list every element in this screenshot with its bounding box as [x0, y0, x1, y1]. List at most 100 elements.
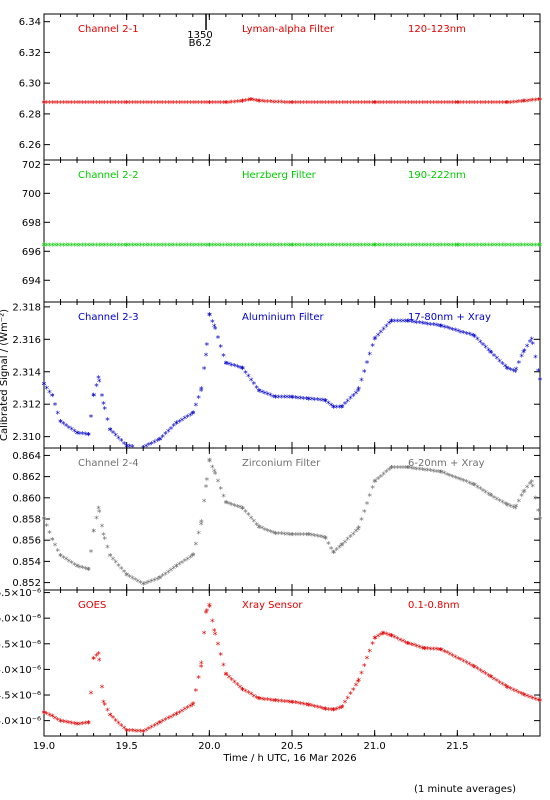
trace-point: * [119, 242, 124, 252]
trace-point: * [205, 477, 210, 487]
trace-point: * [274, 698, 279, 708]
trace-point: * [116, 100, 121, 110]
trace-point: * [414, 319, 419, 329]
trace-point: * [232, 363, 237, 373]
trace-point: * [224, 242, 229, 252]
data-point: * [290, 394, 295, 404]
trace-point: * [448, 326, 453, 336]
trace-point: * [149, 242, 154, 252]
data-point: * [290, 242, 295, 252]
data-point: * [273, 698, 278, 708]
y-tick-label: 702 [22, 160, 41, 171]
trace-point: * [249, 377, 254, 387]
trace-point: * [357, 242, 362, 252]
trace-point: * [442, 324, 447, 334]
data-point: * [521, 489, 526, 499]
trace-point: * [279, 531, 284, 541]
trace-point: * [210, 242, 215, 252]
y-tick-label: 694 [22, 276, 41, 287]
trace-point: * [511, 242, 516, 252]
trace-point: * [362, 663, 367, 673]
data-point: * [91, 656, 96, 666]
trace-point: * [340, 703, 345, 713]
trace-point: * [395, 242, 400, 252]
trace-point: * [500, 499, 505, 509]
trace-point: * [130, 575, 135, 585]
data-point: * [224, 100, 229, 110]
trace-point: * [472, 482, 477, 492]
trace-point: * [401, 465, 406, 475]
trace-point: * [91, 100, 96, 110]
trace-point: * [301, 701, 306, 711]
trace-point: * [249, 691, 254, 701]
trace-point: * [67, 242, 72, 252]
trace-point: * [368, 492, 373, 502]
trace-point: * [232, 502, 237, 512]
trace-point: * [163, 571, 168, 581]
data-point: * [439, 646, 444, 656]
trace-point: * [89, 690, 94, 700]
trace-point: * [519, 492, 524, 502]
data-point: * [405, 465, 410, 475]
trace-point: * [304, 100, 309, 110]
trace-point: * [235, 503, 240, 513]
trace-point: * [323, 536, 328, 546]
panel-filter: Lyman-alpha Filter [242, 24, 335, 35]
trace-point: * [205, 100, 210, 110]
trace-point: * [80, 720, 85, 730]
trace-point: * [238, 242, 243, 252]
trace-point: * [517, 498, 522, 508]
trace-point: * [453, 474, 458, 484]
trace-point: * [152, 100, 157, 110]
trace-point: * [224, 500, 229, 510]
data-point: * [124, 727, 129, 737]
trace-point: * [321, 242, 326, 252]
trace-point: * [205, 242, 210, 252]
trace-point: * [517, 99, 522, 109]
trace-point: * [359, 242, 364, 252]
trace-point: * [78, 100, 83, 110]
trace-point: * [467, 661, 472, 671]
trace-point: * [401, 242, 406, 252]
trace-point: * [376, 100, 381, 110]
trace-point: * [97, 657, 102, 667]
trace-point: * [213, 470, 218, 480]
data-point: * [529, 336, 534, 346]
trace-point: * [412, 319, 417, 329]
trace-point: * [202, 630, 207, 640]
trace-point: * [439, 647, 444, 657]
trace-point: * [69, 426, 74, 436]
trace-point: * [138, 580, 143, 590]
trace-point: * [191, 551, 196, 561]
data-point: * [207, 602, 212, 612]
data-point: * [212, 323, 217, 333]
trace-point: * [227, 361, 232, 371]
trace-point: * [437, 469, 442, 479]
trace-point: * [138, 242, 143, 252]
y-tick-label: 2.316 [12, 335, 41, 346]
trace-point: * [183, 558, 188, 568]
data-point: * [521, 692, 526, 702]
trace-point: * [91, 392, 96, 402]
trace-point: * [406, 641, 411, 651]
data-point: * [339, 404, 344, 414]
trace-point: * [334, 242, 339, 252]
trace-point: * [108, 712, 113, 722]
trace-point: * [196, 242, 201, 252]
trace-point: * [287, 100, 292, 110]
trace-point: * [191, 700, 196, 710]
data-point: * [356, 679, 361, 689]
trace-point: * [50, 393, 55, 403]
trace-point: * [370, 100, 375, 110]
trace-point: * [533, 242, 538, 252]
trace-point: * [453, 242, 458, 252]
trace-point: * [398, 318, 403, 328]
trace-point: * [102, 406, 107, 416]
trace-point: * [445, 471, 450, 481]
trace-point: * [475, 242, 480, 252]
trace-point: * [381, 630, 386, 640]
panel-frame [43, 13, 541, 161]
trace-point: * [318, 242, 323, 252]
data-point: * [389, 318, 394, 328]
trace-point: * [111, 429, 116, 439]
